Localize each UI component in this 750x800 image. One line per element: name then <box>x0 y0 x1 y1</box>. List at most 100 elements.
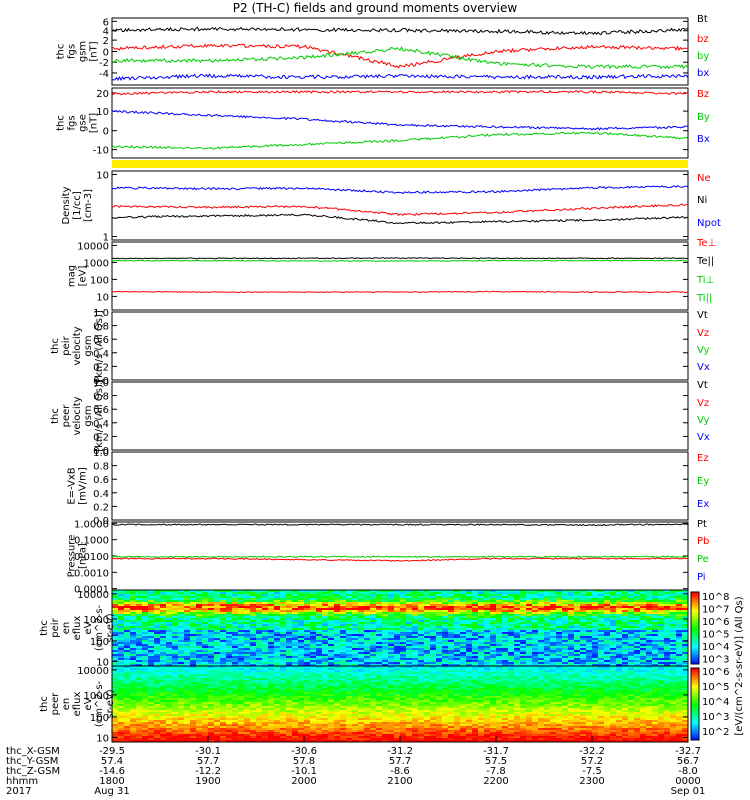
spectrogram-cell <box>202 634 209 637</box>
spectrogram-cell <box>382 650 389 653</box>
spectrogram-cell <box>454 650 461 653</box>
spectrogram-cell <box>220 684 227 687</box>
spectrogram-cell <box>682 598 689 601</box>
spectrogram-cell <box>586 600 593 603</box>
spectrogram-cell <box>346 650 353 653</box>
spectrogram-cell <box>682 600 689 603</box>
spectrogram-cell <box>130 652 137 655</box>
spectrogram-cell <box>280 640 287 643</box>
spectrogram-cell <box>370 638 377 641</box>
spectrogram-cell <box>418 684 425 687</box>
spectrogram-cell <box>304 666 311 669</box>
spectrogram-cell <box>520 646 527 649</box>
spectrogram-cell <box>286 616 293 619</box>
spectrogram-cell <box>298 616 305 619</box>
panel-frame-density <box>111 170 689 241</box>
spectrogram-cell <box>514 670 521 673</box>
spectrogram-cell <box>124 604 131 607</box>
spectrogram-cell <box>598 628 605 631</box>
spectrogram-cell <box>262 654 269 657</box>
spectrogram-cell <box>622 654 629 657</box>
spectrogram-cell <box>490 682 497 685</box>
spectrogram-cell <box>580 616 587 619</box>
spectrogram-cell <box>124 662 131 665</box>
spectrogram-cell <box>202 688 209 691</box>
spectrogram-cell <box>322 640 329 643</box>
spectrogram-cell <box>682 608 689 611</box>
spectrogram-cell <box>394 650 401 653</box>
y-axis-label: eflux <box>72 616 83 641</box>
spectrogram-cell <box>442 634 449 637</box>
spectrogram-cell <box>118 630 125 633</box>
spectrogram-cell <box>316 606 323 609</box>
spectrogram-cell <box>238 654 245 657</box>
spectrogram-cell <box>256 626 263 629</box>
spectrogram-cell <box>268 688 275 691</box>
spectrogram-cell <box>658 668 665 671</box>
spectrogram-cell <box>394 634 401 637</box>
spectrogram-cell <box>442 632 449 635</box>
spectrogram-cell <box>124 624 131 627</box>
spectrogram-cell <box>478 640 485 643</box>
spectrogram-cell <box>388 658 395 661</box>
spectrogram-cell <box>124 634 131 637</box>
spectrogram-cell <box>478 654 485 657</box>
spectrogram-cell <box>382 638 389 641</box>
spectrogram-cell <box>394 652 401 655</box>
spectrogram-cell <box>490 638 497 641</box>
spectrogram-cell <box>430 658 437 661</box>
spectrogram-cell <box>442 638 449 641</box>
spectrogram-cell <box>178 660 185 663</box>
spectrogram-cell <box>550 674 557 677</box>
spectrogram-cell <box>280 608 287 611</box>
spectrogram-cell <box>604 680 611 683</box>
spectrogram-cell <box>634 642 641 645</box>
spectrogram-cell <box>376 662 383 665</box>
spectrogram-cell <box>118 632 125 635</box>
spectrogram-cell <box>268 658 275 661</box>
spectrogram-cell <box>376 680 383 683</box>
spectrogram-cell <box>538 660 545 663</box>
spectrogram-cell <box>220 674 227 677</box>
spectrogram-cell <box>460 596 467 599</box>
spectrogram-cell <box>610 644 617 647</box>
spectrogram-cell <box>448 666 455 669</box>
spectrogram-cell <box>208 614 215 617</box>
spectrogram-cell <box>586 608 593 611</box>
spectrogram-cell <box>178 652 185 655</box>
spectrogram-cell <box>472 594 479 597</box>
spectrogram-cell <box>226 650 233 653</box>
spectrogram-cell <box>586 604 593 607</box>
spectrogram-cell <box>532 634 539 637</box>
spectrogram-cell <box>352 666 359 669</box>
spectrogram-cell <box>322 652 329 655</box>
spectrogram-cell <box>640 664 647 667</box>
spectrogram-cell <box>682 644 689 647</box>
spectrogram-cell <box>496 642 503 645</box>
spectrogram-cell <box>448 688 455 691</box>
spectrogram-cell <box>394 610 401 613</box>
spectrogram-cell <box>286 604 293 607</box>
spectrogram-cell <box>550 616 557 619</box>
spectrogram-cell <box>592 624 599 627</box>
spectrogram-cell <box>214 686 221 689</box>
spectrogram-cell <box>406 680 413 683</box>
spectrogram-cell <box>250 664 257 667</box>
spectrogram-cell <box>340 590 347 593</box>
spectrogram-cell <box>544 664 551 667</box>
spectrogram-cell <box>448 654 455 657</box>
spectrogram-cell <box>652 640 659 643</box>
spectrogram-cell <box>640 616 647 619</box>
spectrogram-cell <box>604 664 611 667</box>
spectrogram-cell <box>598 646 605 649</box>
spectrogram-cell <box>532 684 539 687</box>
spectrogram-cell <box>490 600 497 603</box>
spectrogram-cell <box>484 596 491 599</box>
spectrogram-cell <box>166 656 173 659</box>
spectrogram-cell <box>634 622 641 625</box>
spectrogram-cell <box>406 594 413 597</box>
spectrogram-cell <box>244 646 251 649</box>
spectrogram-cell <box>664 636 671 639</box>
spectrogram-cell <box>400 600 407 603</box>
spectrogram-cell <box>598 686 605 689</box>
